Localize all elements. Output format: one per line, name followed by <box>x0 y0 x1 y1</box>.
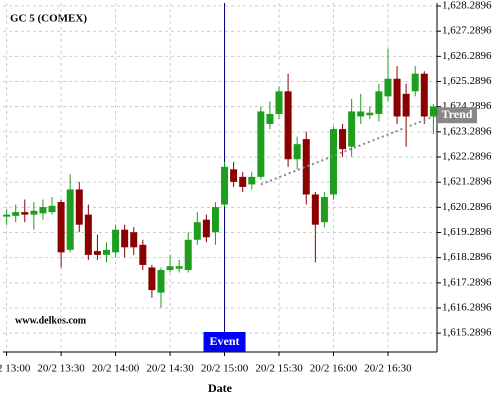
candle-body <box>393 78 401 117</box>
candle-body <box>284 91 292 160</box>
y-tick-label: 1,620.2896 <box>442 201 492 213</box>
candle-body <box>175 266 183 269</box>
event-label-box <box>203 332 246 352</box>
candle-body <box>193 222 201 240</box>
candle-body <box>157 269 165 293</box>
candle-body <box>411 73 419 92</box>
x-tick-label: 20/2 14:30 <box>146 363 194 375</box>
y-tick-label: 1,622.2896 <box>442 151 492 163</box>
event-label: Event <box>210 334 240 348</box>
y-tick-label: 1,617.2896 <box>442 276 492 288</box>
watermark: www.delkos.com <box>15 315 87 326</box>
candle-body <box>211 207 219 233</box>
y-tick-label: 1,615.2896 <box>442 327 492 339</box>
candle-body <box>221 166 229 205</box>
candle-body <box>112 229 120 253</box>
candle-body <box>420 73 428 117</box>
x-tick-label: 20/2 15:30 <box>255 363 303 375</box>
trend-line <box>260 114 438 186</box>
candle-body <box>375 91 383 114</box>
candle-body <box>66 189 74 250</box>
candle-body <box>12 212 20 216</box>
trend-label: Trend <box>442 107 473 121</box>
candle-body <box>148 267 156 291</box>
candle-body <box>302 139 310 195</box>
y-tick-label: 1,627.2896 <box>442 25 492 37</box>
candle-body <box>121 229 129 248</box>
chart-title: GC 5 (COMEX) <box>10 13 87 25</box>
candle-body <box>21 212 29 215</box>
candle-body <box>348 111 356 147</box>
candle-body <box>230 169 238 182</box>
candle-body <box>239 176 247 187</box>
y-tick-label: 1,623.2896 <box>442 125 492 137</box>
candle-body <box>384 78 392 97</box>
candle-body <box>57 202 65 253</box>
candle-body <box>139 244 147 265</box>
candle-body <box>329 129 337 195</box>
y-tick-label: 1,616.2896 <box>442 302 492 314</box>
candle-body <box>30 210 38 215</box>
x-tick-label: 20/2 15:00 <box>201 363 249 375</box>
candle-body <box>93 251 101 255</box>
x-axis-label: Date <box>208 381 233 395</box>
candle-body <box>266 113 274 125</box>
candle-body <box>293 144 301 160</box>
candle-body <box>429 106 437 117</box>
candle-body <box>103 249 111 255</box>
candle-body <box>166 266 174 270</box>
candle-body <box>339 129 347 150</box>
candle-body <box>402 93 410 117</box>
x-tick-label: 20/2 14:00 <box>92 363 140 375</box>
x-tick-label: 20/2 16:00 <box>310 363 358 375</box>
candle-body <box>357 111 365 117</box>
candle-body <box>257 111 265 177</box>
candle-body <box>184 239 192 270</box>
x-tick-label: 20/2 13:00 <box>0 363 31 375</box>
candle-body <box>202 219 210 238</box>
candle-body <box>48 205 56 213</box>
y-tick-label: 1,628.2896 <box>442 0 492 12</box>
y-tick-label: 1,621.2896 <box>442 176 492 188</box>
y-tick-label: 1,619.2896 <box>442 226 492 238</box>
candle-body <box>320 197 328 223</box>
candle-body <box>39 207 47 214</box>
y-tick-label: 1,626.2896 <box>442 50 492 62</box>
candle-body <box>75 189 83 225</box>
candle-body <box>248 176 256 185</box>
trend-label-box <box>438 107 477 124</box>
candle-body <box>84 214 92 255</box>
candle-body <box>130 232 138 248</box>
candle-body <box>275 91 283 114</box>
candle-body <box>3 214 11 217</box>
x-tick-label: 20/2 16:30 <box>364 363 412 375</box>
candle-body <box>366 112 374 116</box>
x-tick-label: 20/2 13:30 <box>37 363 85 375</box>
y-tick-label: 1,625.2896 <box>442 75 492 87</box>
candle-body <box>311 194 319 225</box>
y-tick-label: 1,618.2896 <box>442 251 492 263</box>
